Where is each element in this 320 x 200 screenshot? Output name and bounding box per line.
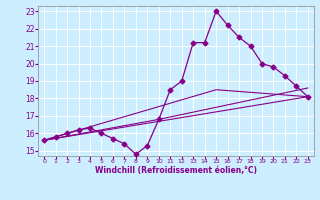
X-axis label: Windchill (Refroidissement éolien,°C): Windchill (Refroidissement éolien,°C)	[95, 166, 257, 175]
